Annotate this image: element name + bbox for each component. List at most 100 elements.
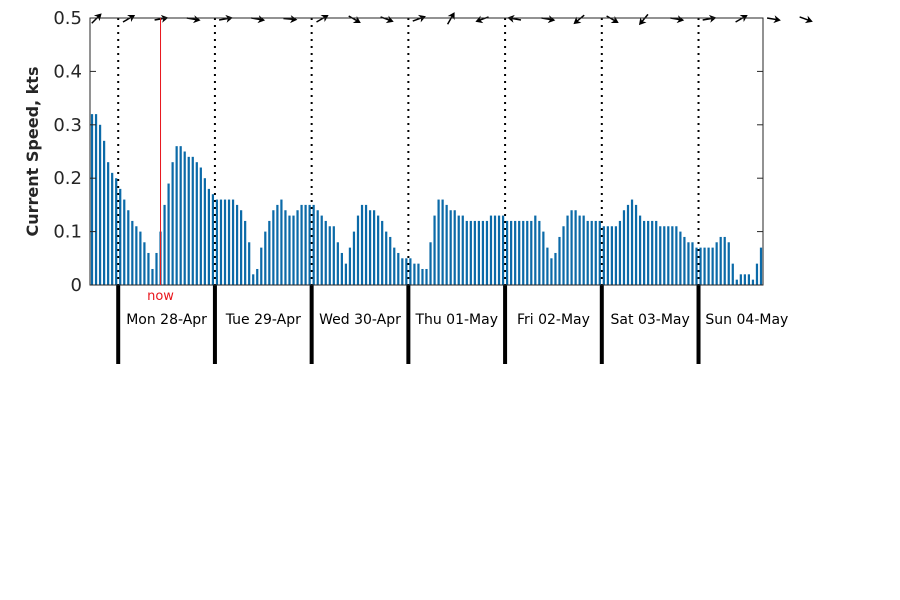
bar xyxy=(219,199,223,285)
bar xyxy=(127,210,130,285)
bar xyxy=(111,172,114,285)
bar xyxy=(385,231,388,285)
bar xyxy=(304,204,307,285)
arrow-head xyxy=(417,14,426,23)
direction-arrow-icon xyxy=(606,15,619,23)
bar xyxy=(167,183,170,285)
bar xyxy=(437,199,440,285)
y-tick-label: 0.5 xyxy=(53,8,82,29)
bar xyxy=(312,204,315,285)
arrow-head xyxy=(192,15,201,24)
direction-arrows-group xyxy=(91,12,813,26)
bar xyxy=(280,199,283,285)
day-labels-group: Mon 28-Apr Tue 29-Apr Wed 30-Apr Thu 01-May… xyxy=(126,312,788,328)
direction-arrow-icon xyxy=(154,14,169,23)
arrow-head xyxy=(93,13,102,22)
bar xyxy=(510,220,513,285)
bar xyxy=(364,204,368,285)
bar xyxy=(98,124,102,285)
bar xyxy=(336,242,339,285)
bar xyxy=(663,226,666,285)
bar xyxy=(687,242,690,285)
bar xyxy=(634,204,638,285)
direction-arrow-icon xyxy=(670,15,685,24)
y-axis: 0 0.1 0.2 0.3 0.4 0.5 xyxy=(53,8,763,296)
now-label: now xyxy=(147,289,174,304)
bar xyxy=(594,220,597,285)
day-label: Tue 29-Apr xyxy=(225,312,301,328)
bar xyxy=(248,242,251,285)
day-label: Mon 28-Apr xyxy=(126,312,207,328)
bar xyxy=(445,204,448,285)
bar xyxy=(671,226,674,285)
day-label: Fri 02-May xyxy=(517,312,590,328)
bar xyxy=(252,274,255,285)
bar xyxy=(606,226,609,285)
direction-arrow-icon xyxy=(186,15,201,24)
bar xyxy=(542,231,545,285)
bar xyxy=(457,215,460,285)
direction-arrow-icon xyxy=(283,15,298,24)
bar xyxy=(731,263,734,285)
y-tick-label: 0.1 xyxy=(53,222,82,243)
y-tick-label: 0.2 xyxy=(53,168,82,189)
bar xyxy=(546,247,549,285)
bar xyxy=(582,215,585,285)
y-axis-label: Current Speed, kts xyxy=(23,67,42,237)
bar xyxy=(211,194,215,285)
bar xyxy=(328,226,331,285)
bar xyxy=(530,220,533,285)
bar xyxy=(260,247,263,285)
bar xyxy=(493,215,497,285)
bar xyxy=(373,210,376,285)
bar xyxy=(119,188,122,285)
bar xyxy=(610,226,613,285)
direction-arrow-icon xyxy=(638,13,649,26)
bar xyxy=(465,220,468,285)
bar xyxy=(550,258,553,285)
bar xyxy=(425,268,428,285)
bar xyxy=(324,220,327,285)
bar xyxy=(739,274,742,285)
arrow-head xyxy=(507,14,515,23)
bar xyxy=(602,226,605,285)
bar xyxy=(131,220,134,285)
bar xyxy=(675,226,678,285)
bar xyxy=(389,236,392,285)
bar xyxy=(679,231,682,285)
bar xyxy=(715,242,718,285)
arrow-head xyxy=(257,15,266,24)
direction-arrow-icon xyxy=(412,14,426,23)
bar xyxy=(477,220,480,285)
arrow-head xyxy=(773,15,781,24)
bar xyxy=(578,215,581,285)
bar xyxy=(409,258,412,285)
bar xyxy=(429,242,432,285)
bar xyxy=(630,199,634,285)
direction-arrow-icon xyxy=(251,15,266,24)
bar xyxy=(501,215,505,285)
bar xyxy=(518,220,521,285)
bar xyxy=(90,114,94,286)
y-tick-label: 0.4 xyxy=(53,61,82,82)
bar xyxy=(651,220,654,285)
bar xyxy=(441,199,444,285)
bar xyxy=(598,220,601,285)
bar xyxy=(707,247,710,285)
bar xyxy=(534,215,537,285)
direction-arrow-icon xyxy=(218,14,233,23)
direction-arrow-icon xyxy=(702,14,717,23)
bar xyxy=(235,204,239,285)
bar xyxy=(143,242,146,285)
bar xyxy=(147,252,150,285)
bar xyxy=(703,247,706,285)
bar xyxy=(223,199,227,285)
arrow-head xyxy=(447,12,455,21)
bar xyxy=(94,114,98,286)
bar xyxy=(421,268,424,285)
bar xyxy=(683,236,686,285)
bar xyxy=(755,263,759,285)
bar xyxy=(622,210,626,285)
y-tick-label: 0 xyxy=(71,275,82,296)
